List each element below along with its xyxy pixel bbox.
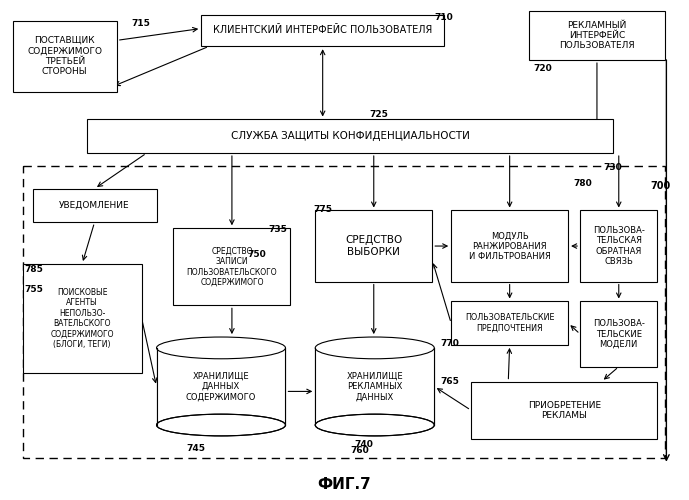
Text: ПОЛЬЗОВА-
ТЕЛЬСКИЕ
МОДЕЛИ: ПОЛЬЗОВА- ТЕЛЬСКИЕ МОДЕЛИ	[593, 319, 645, 349]
Text: 735: 735	[269, 226, 287, 234]
Text: 780: 780	[573, 179, 592, 188]
Ellipse shape	[156, 414, 285, 436]
Bar	[174, 228, 291, 306]
Bar	[316, 348, 434, 425]
Bar	[156, 348, 285, 425]
Text: СРЕДСТВО
ВЫБОРКИ: СРЕДСТВО ВЫБОРКИ	[345, 235, 402, 257]
Text: ФИГ.7: ФИГ.7	[317, 477, 371, 492]
Bar	[32, 188, 156, 222]
Text: 745: 745	[186, 444, 205, 453]
Text: 770: 770	[440, 339, 459, 348]
Text: УВЕДОМЛЕНИЕ: УВЕДОМЛЕНИЕ	[59, 201, 130, 210]
Bar	[451, 210, 568, 282]
Bar	[316, 348, 434, 425]
Bar	[201, 14, 444, 46]
Text: 725: 725	[370, 110, 389, 118]
Text: 710: 710	[434, 12, 453, 22]
Bar	[451, 302, 568, 345]
Text: КЛИЕНТСКИЙ ИНТЕРФЕЙС ПОЛЬЗОВАТЕЛЯ: КЛИЕНТСКИЙ ИНТЕРФЕЙС ПОЛЬЗОВАТЕЛЯ	[213, 26, 432, 36]
Text: РЕКЛАМНЫЙ
ИНТЕРФЕЙС
ПОЛЬЗОВАТЕЛЯ: РЕКЛАМНЫЙ ИНТЕРФЕЙС ПОЛЬЗОВАТЕЛЯ	[559, 20, 635, 50]
Text: 755: 755	[25, 284, 43, 294]
Ellipse shape	[156, 337, 285, 359]
Text: ХРАНИЛИЩЕ
РЕКЛАМНЫХ
ДАННЫХ: ХРАНИЛИЩЕ РЕКЛАМНЫХ ДАННЫХ	[347, 372, 403, 402]
Text: 775: 775	[313, 206, 332, 214]
Bar	[580, 210, 657, 282]
Ellipse shape	[316, 337, 434, 359]
Text: СРЕДСТВО
ЗАПИСИ
ПОЛЬЗОВАТЕЛЬСКОГО
СОДЕРЖИМОГО: СРЕДСТВО ЗАПИСИ ПОЛЬЗОВАТЕЛЬСКОГО СОДЕРЖ…	[187, 246, 277, 287]
Bar	[471, 382, 657, 439]
Bar	[23, 264, 142, 372]
Text: МОДУЛЬ
РАНЖИРОВАНИЯ
И ФИЛЬТРОВАНИЯ: МОДУЛЬ РАНЖИРОВАНИЯ И ФИЛЬТРОВАНИЯ	[469, 231, 551, 261]
Text: 765: 765	[440, 376, 459, 386]
Bar	[156, 348, 285, 425]
Text: 730: 730	[603, 163, 621, 172]
Text: 715: 715	[132, 18, 151, 28]
Text: ПОСТАВЩИК
СОДЕРЖИМОГО
ТРЕТЬЕЙ
СТОРОНЫ: ПОСТАВЩИК СОДЕРЖИМОГО ТРЕТЬЕЙ СТОРОНЫ	[28, 36, 102, 76]
Bar	[316, 210, 432, 282]
Text: ПОЛЬЗОВА-
ТЕЛЬСКАЯ
ОБРАТНАЯ
СВЯЗЬ: ПОЛЬЗОВА- ТЕЛЬСКАЯ ОБРАТНАЯ СВЯЗЬ	[593, 226, 645, 266]
Text: СЛУЖБА ЗАЩИТЫ КОНФИДЕНЦИАЛЬНОСТИ: СЛУЖБА ЗАЩИТЫ КОНФИДЕНЦИАЛЬНОСТИ	[231, 132, 469, 141]
Text: 750: 750	[248, 250, 267, 259]
Bar	[580, 302, 657, 366]
Text: ПРИОБРЕТЕНИЕ
РЕКЛАМЫ: ПРИОБРЕТЕНИЕ РЕКЛАМЫ	[528, 400, 601, 420]
Bar	[12, 20, 117, 92]
Bar	[23, 166, 666, 458]
Text: ПОЛЬЗОВАТЕЛЬСКИЕ
ПРЕДПОЧТЕНИЯ: ПОЛЬЗОВАТЕЛЬСКИЕ ПРЕДПОЧТЕНИЯ	[465, 314, 555, 333]
Text: ХРАНИЛИЩЕ
ДАННЫХ
СОДЕРЖИМОГО: ХРАНИЛИЩЕ ДАННЫХ СОДЕРЖИМОГО	[186, 372, 256, 402]
Text: 720: 720	[533, 64, 552, 73]
Text: ПОИСКОВЫЕ
АГЕНТЫ
НЕПОЛЬЗО-
ВАТЕЛЬСКОГО
СОДЕРЖИМОГО
(БЛОГИ, ТЕГИ): ПОИСКОВЫЕ АГЕНТЫ НЕПОЛЬЗО- ВАТЕЛЬСКОГО С…	[50, 288, 114, 348]
Text: 740: 740	[354, 440, 373, 449]
Ellipse shape	[316, 414, 434, 436]
Text: 785: 785	[25, 265, 43, 274]
Bar	[87, 120, 613, 153]
Text: 700: 700	[650, 181, 671, 191]
Text: 760: 760	[350, 446, 369, 455]
Bar	[528, 10, 666, 60]
